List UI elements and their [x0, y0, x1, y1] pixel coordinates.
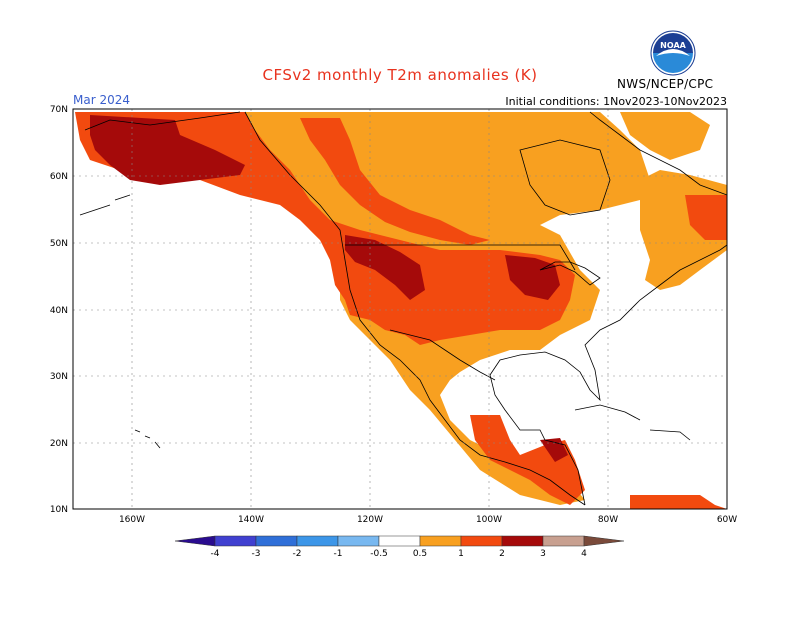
colorbar-swatch [255, 535, 298, 547]
colorbar-swatch [378, 535, 421, 547]
lat-label: 40N [50, 306, 68, 316]
svg-text:NOAA: NOAA [660, 41, 686, 50]
colorbar-label: -0.5 [370, 549, 388, 559]
colorbar-swatch [296, 535, 339, 547]
warm-region-red-canada [300, 118, 490, 245]
colorbar-swatch [542, 535, 585, 547]
lat-label: 50N [50, 239, 68, 249]
agency-label: NWS/NCEP/CPC [617, 77, 714, 91]
initial-conditions-label: Initial conditions: 1Nov2023-10Nov2023 [505, 95, 727, 108]
noaa-logo-icon: NOAA [650, 30, 696, 76]
lat-label: 10N [50, 505, 68, 515]
coastlines [79, 111, 728, 506]
hawaii [134, 429, 161, 449]
colorbar-label: -1 [334, 549, 343, 559]
warm-region-red-mexico [470, 415, 585, 505]
colorbar-label: -4 [211, 549, 220, 559]
hispaniola [649, 429, 691, 441]
colorbar-label: 0.5 [413, 549, 427, 559]
colorbar-swatch [214, 535, 257, 547]
gridlines [73, 109, 727, 509]
colorbar-swatch [419, 535, 462, 547]
colorbar-label: 1 [458, 549, 464, 559]
warm-region-red-east-canada [685, 195, 727, 240]
longitude-labels: 160W 140W 120W 100W 80W 60W [119, 515, 737, 525]
warm-region-darkred-pnw [345, 235, 425, 300]
colorbar-swatch [460, 535, 503, 547]
lon-label: 80W [598, 515, 618, 525]
cuba [574, 404, 641, 421]
lat-label: 60N [50, 172, 68, 182]
warm-region-red-south-america [630, 495, 727, 509]
colorbar-label: 4 [581, 549, 587, 559]
lat-label: 30N [50, 372, 68, 382]
warm-region-darkred-alaska [90, 115, 245, 185]
map-frame [72, 108, 728, 510]
colorbar-label: 2 [499, 549, 505, 559]
anomaly-shading [75, 112, 727, 509]
lat-label: 70N [50, 105, 68, 115]
colorbar: -4 -3 -2 -1 -0.5 0.5 1 2 3 4 [174, 535, 625, 559]
lon-label: 60W [717, 515, 737, 525]
lon-label: 140W [238, 515, 264, 525]
colorbar-left-arrow [174, 535, 216, 547]
latitude-labels: 70N 60N 50N 40N 30N 20N 10N [50, 105, 68, 515]
hudson-bay [519, 139, 611, 216]
map-title: CFSv2 monthly T2m anomalies (K) [262, 66, 538, 84]
lon-label: 100W [476, 515, 502, 525]
colorbar-right-arrow [583, 535, 625, 547]
us-canada-border [345, 244, 576, 271]
great-lakes [539, 261, 601, 286]
aleutians [79, 194, 131, 216]
warm-region-north-canada [620, 112, 710, 160]
colorbar-label: -2 [293, 549, 302, 559]
colorbar-swatch [337, 535, 380, 547]
lat-label: 20N [50, 439, 68, 449]
colorbar-swatch [501, 535, 544, 547]
lon-label: 160W [119, 515, 145, 525]
colorbar-label: 3 [540, 549, 546, 559]
us-mexico-border [389, 329, 496, 381]
lon-label: 120W [357, 515, 383, 525]
coastline-north-america [84, 111, 728, 506]
colorbar-label: -3 [252, 549, 261, 559]
valid-month-label: Mar 2024 [73, 93, 130, 107]
